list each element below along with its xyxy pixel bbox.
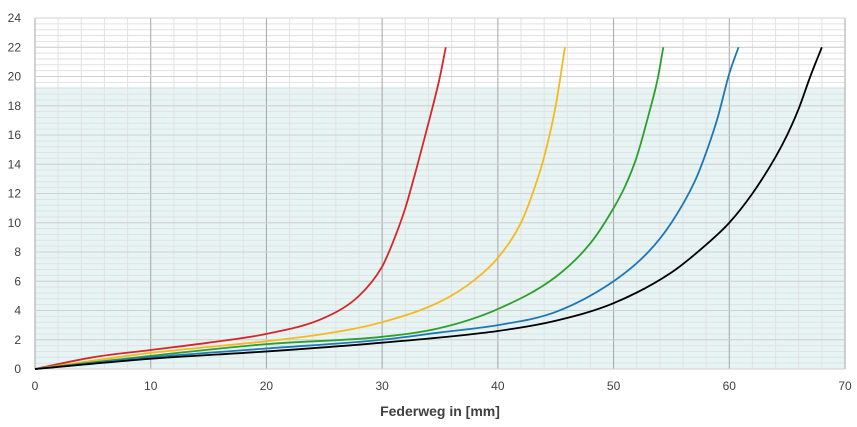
x-tick-label: 20: [260, 379, 274, 393]
series-line-3: [34, 47, 665, 370]
y-tick-label: 16: [8, 128, 22, 142]
y-tick-label: 22: [8, 40, 22, 54]
y-tick-label: 0: [14, 362, 21, 376]
y-tick-label: 8: [14, 245, 21, 259]
series-line-1: [34, 47, 447, 370]
y-tick-label: 6: [14, 274, 21, 288]
x-axis-title: Federweg in [mm]: [380, 403, 500, 419]
major-grid: [34, 17, 846, 370]
x-tick-labels: 0 10 20 30 40 50 60 70: [32, 379, 852, 393]
y-tick-label: 4: [14, 304, 21, 318]
series-line-4: [34, 46, 740, 370]
y-tick-label: 2: [14, 333, 21, 347]
series-line-5: [34, 46, 823, 370]
x-tick-label: 50: [607, 379, 621, 393]
y-tick-label: 24: [8, 11, 22, 25]
y-tick-label: 12: [8, 187, 22, 201]
y-tick-label: 18: [8, 99, 22, 113]
series-lines: [34, 46, 823, 370]
y-tick-label: 14: [8, 157, 22, 171]
x-tick-label: 60: [723, 379, 737, 393]
x-tick-label: 40: [491, 379, 505, 393]
y-tick-label: 10: [8, 216, 22, 230]
series-line-2: [34, 47, 566, 370]
x-tick-label: 30: [375, 379, 389, 393]
x-tick-label: 0: [32, 379, 39, 393]
y-tick-label: 20: [8, 70, 22, 84]
x-tick-label: 70: [838, 379, 852, 393]
x-tick-label: 10: [144, 379, 158, 393]
